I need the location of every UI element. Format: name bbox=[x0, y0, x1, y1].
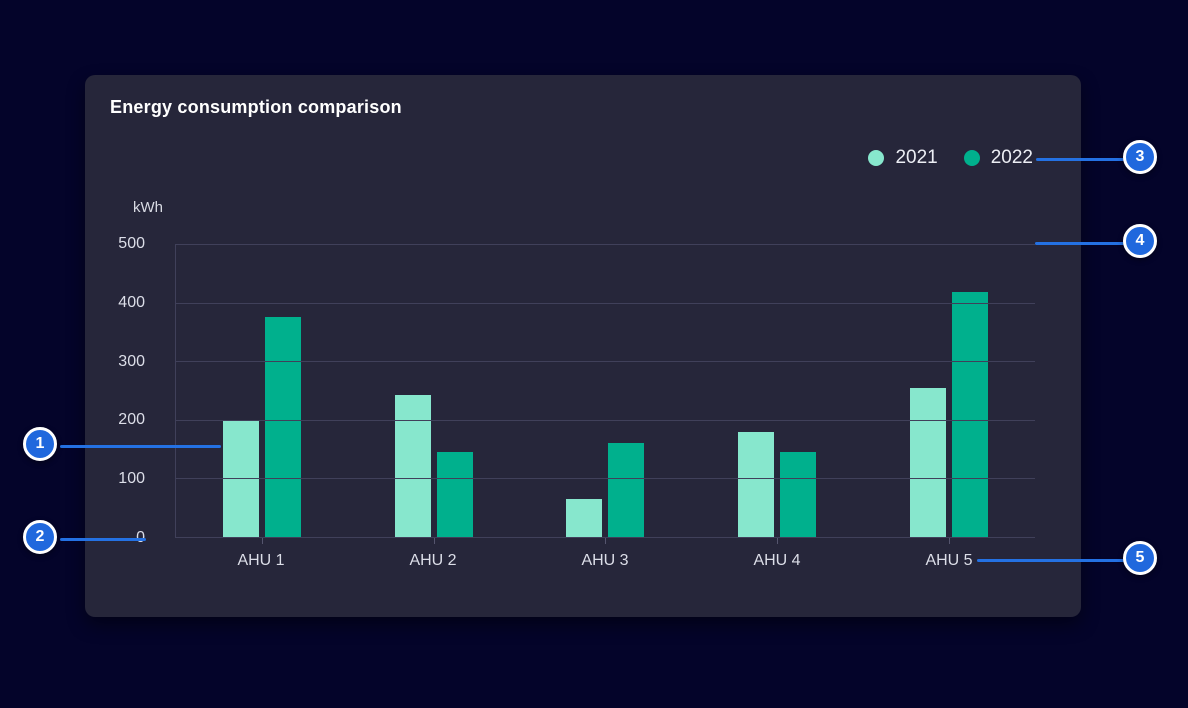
x-axis-label-4: AHU 4 bbox=[753, 552, 801, 569]
x-axis-labels: AHU 1 AHU 2 AHU 3 AHU 4 AHU 5 bbox=[175, 552, 1035, 570]
bar-2021-ahu-4 bbox=[738, 431, 775, 537]
x-axis-label-3: AHU 3 bbox=[581, 552, 629, 569]
bar-group-4 bbox=[691, 244, 863, 544]
y-tick-label-200: 200 bbox=[118, 411, 145, 429]
bar-group-2 bbox=[348, 244, 520, 544]
gridline-200 bbox=[176, 419, 1035, 421]
legend-dot-2022-icon bbox=[963, 150, 980, 166]
bar-groups bbox=[176, 244, 1035, 544]
callout-line-3 bbox=[1036, 158, 1124, 161]
y-tick-label-0: 0 bbox=[85, 529, 145, 547]
x-axis-tick-2 bbox=[433, 538, 435, 544]
legend-item-2022[interactable]: 2022 bbox=[963, 147, 1033, 169]
x-axis-label-1: AHU 1 bbox=[237, 552, 285, 569]
chart-plot bbox=[175, 244, 1035, 544]
chart-card: Energy consumption comparison 2021 2022 … bbox=[85, 75, 1081, 617]
x-axis-tick-1 bbox=[261, 538, 263, 544]
y-axis-labels: 0 100 200 300 400 500 bbox=[85, 235, 160, 546]
chart-title: Energy consumption comparison bbox=[110, 97, 402, 117]
callout-badge-4: 4 bbox=[1123, 224, 1157, 258]
bar-2021-ahu-3 bbox=[566, 498, 603, 537]
chart-legend: 2021 2022 bbox=[868, 147, 1033, 169]
x-axis-label-5: AHU 5 bbox=[925, 552, 973, 569]
x-axis-tick-3 bbox=[605, 538, 607, 544]
x-axis-tick-4 bbox=[777, 538, 779, 544]
bar-group-3 bbox=[520, 244, 692, 544]
callout-badge-5: 5 bbox=[1123, 541, 1157, 575]
legend-item-2021[interactable]: 2021 bbox=[868, 147, 938, 169]
bar-2022-ahu-3 bbox=[608, 443, 645, 537]
bar-2021-ahu-5 bbox=[910, 387, 947, 537]
x-axis-tick-5 bbox=[949, 538, 951, 544]
gridline-100 bbox=[176, 478, 1035, 480]
bar-2022-ahu-5 bbox=[952, 292, 989, 537]
callout-line-4 bbox=[1035, 242, 1124, 245]
y-tick-label-100: 100 bbox=[118, 470, 145, 488]
gridline-300 bbox=[176, 361, 1035, 363]
legend-dot-2021-icon bbox=[868, 150, 885, 166]
x-axis-label-2: AHU 2 bbox=[409, 552, 457, 569]
bar-group-5 bbox=[863, 244, 1035, 544]
y-axis-unit-label: kWh bbox=[133, 199, 163, 216]
bar-2022-ahu-1 bbox=[264, 317, 301, 537]
callout-line-2 bbox=[60, 538, 146, 541]
bar-2022-ahu-4 bbox=[780, 452, 817, 537]
y-tick-label-300: 300 bbox=[118, 352, 145, 370]
legend-label-2022: 2022 bbox=[990, 147, 1033, 168]
bar-group-1 bbox=[176, 244, 348, 544]
callout-badge-1: 1 bbox=[23, 427, 57, 461]
callout-badge-2: 2 bbox=[23, 520, 57, 554]
y-tick-label-500: 500 bbox=[118, 235, 145, 252]
callout-line-5 bbox=[977, 559, 1124, 562]
gridline-400 bbox=[176, 302, 1035, 304]
gridline-500 bbox=[176, 244, 1035, 245]
callout-badge-3: 3 bbox=[1123, 140, 1157, 174]
bar-2022-ahu-2 bbox=[436, 452, 473, 537]
bar-2021-ahu-2 bbox=[394, 394, 431, 537]
legend-label-2021: 2021 bbox=[895, 147, 938, 168]
y-tick-label-400: 400 bbox=[118, 293, 145, 311]
callout-line-1 bbox=[60, 445, 221, 448]
